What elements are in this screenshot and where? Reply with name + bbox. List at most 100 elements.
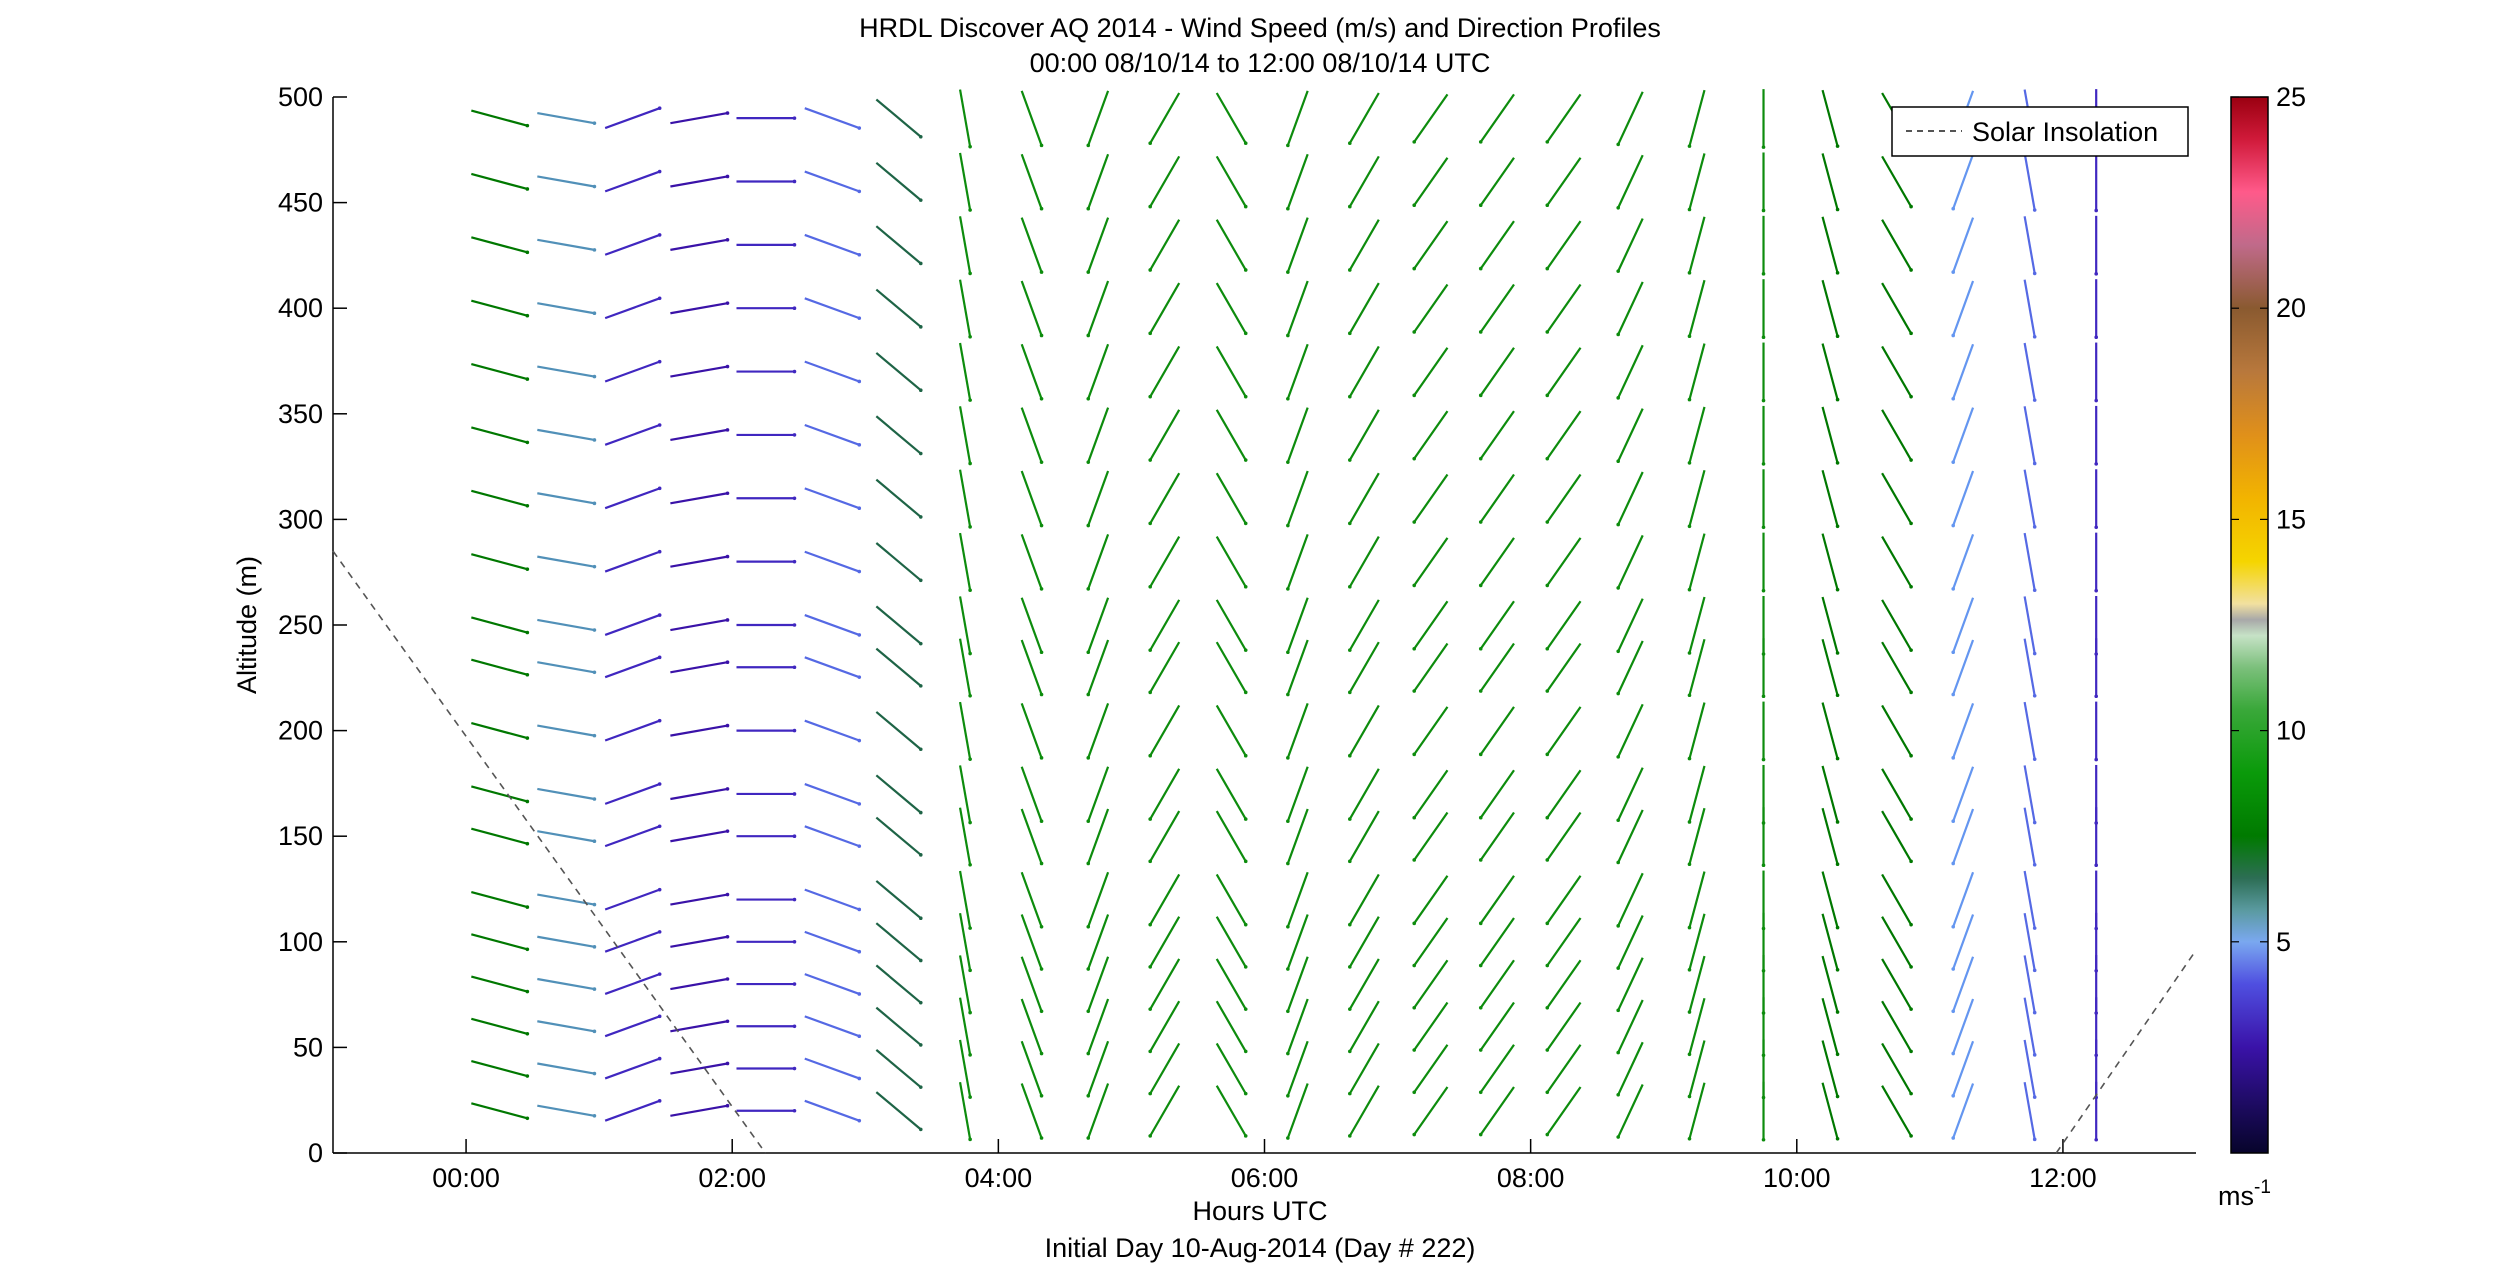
wind-vector: [1413, 642, 1449, 692]
wind-vector-head: [1478, 921, 1483, 926]
wind-vector: [1149, 641, 1181, 693]
wind-vector-head: [1687, 1052, 1692, 1057]
wind-vector-head: [1478, 963, 1483, 968]
wind-vector-head: [1286, 967, 1290, 971]
wind-vector: [1215, 92, 1247, 144]
wind-vector-head: [918, 958, 923, 963]
wind-vector: [1215, 535, 1247, 588]
wind-vector-head: [592, 797, 597, 801]
wind-vector-head: [1412, 689, 1417, 693]
wind-vector: [1821, 533, 1839, 590]
wind-vector: [1348, 409, 1380, 461]
colorbar-unit-label: ms-1: [2218, 1177, 2271, 1211]
wind-vector-head: [1412, 520, 1417, 524]
wind-vector-head: [1348, 753, 1352, 758]
wind-vector: [471, 489, 528, 507]
wind-vector: [2023, 532, 2036, 591]
wind-vector-head: [1148, 204, 1152, 209]
wind-vector: [2023, 469, 2036, 528]
wind-vector-head: [1616, 691, 1620, 696]
wind-vector-head: [1687, 968, 1692, 972]
wind-vector: [1348, 958, 1380, 1010]
wind-vector-head: [1835, 1136, 1840, 1141]
y-tick-label: 200: [278, 716, 323, 746]
wind-vector-head: [725, 238, 730, 242]
wind-vector-head: [857, 633, 862, 637]
wind-vector: [1348, 282, 1380, 334]
wind-vector: [1952, 407, 1975, 463]
wind-vector: [875, 922, 922, 962]
wind-vector-head: [1909, 922, 1913, 927]
wind-vector-head: [1616, 586, 1620, 590]
wind-vector-head: [657, 930, 662, 934]
wind-vector-head: [1545, 583, 1550, 588]
wind-vector: [471, 785, 528, 803]
wind-vector-head: [525, 1116, 530, 1121]
wind-vector: [1881, 958, 1913, 1010]
wind-vector: [1952, 597, 1975, 653]
wind-vector-head: [792, 897, 797, 902]
wind-vector: [1087, 956, 1110, 1012]
wind-vector-head: [857, 126, 862, 130]
wind-vector-head: [2094, 863, 2098, 867]
wind-vector: [804, 360, 860, 383]
wind-vector: [1617, 809, 1644, 863]
wind-vector-head: [918, 1000, 923, 1005]
wind-vector: [875, 816, 922, 856]
wind-vector-head: [1478, 456, 1483, 461]
wind-vector: [2023, 955, 2036, 1013]
wind-vector-head: [2032, 525, 2037, 529]
wind-vector-head: [1086, 587, 1091, 591]
solar-insolation-line: [2055, 949, 2197, 1154]
wind-vector: [1286, 153, 1309, 210]
wind-vector: [804, 423, 860, 446]
wind-vector-head: [1951, 206, 1956, 211]
wind-vector: [537, 492, 595, 505]
wind-vector: [1881, 155, 1913, 208]
wind-vector: [2023, 807, 2036, 865]
wind-vector: [670, 830, 728, 843]
wind-vector: [1688, 702, 1706, 759]
wind-vector-head: [1286, 756, 1290, 760]
wind-vector-head: [525, 377, 530, 381]
wind-vector: [1215, 810, 1247, 862]
wind-vector: [1881, 916, 1913, 968]
y-tick-label: 250: [278, 610, 323, 640]
wind-vector-head: [918, 578, 923, 583]
wind-vector: [1149, 155, 1181, 208]
wind-vector-head: [1086, 460, 1091, 464]
wind-vector-head: [1835, 587, 1840, 592]
wind-vector: [1952, 914, 1975, 970]
wind-vector-head: [525, 736, 530, 740]
wind-vector: [804, 614, 860, 636]
wind-vector-head: [1286, 1009, 1290, 1014]
wind-vector-head: [968, 525, 972, 529]
wind-vector-head: [918, 916, 923, 921]
colorbar: 5 10 15 20 25 ms-1: [2218, 82, 2306, 1211]
wind-vector: [1479, 917, 1515, 967]
wind-vector-head: [1687, 461, 1692, 465]
wind-vector-head: [1039, 333, 1044, 338]
wind-vector-head: [968, 1053, 972, 1057]
wind-vector-head: [1039, 587, 1044, 591]
wind-vector-head: [857, 907, 862, 912]
wind-vector-head: [525, 440, 530, 445]
wind-vector-head: [1835, 862, 1840, 867]
wind-vector-head: [1478, 646, 1483, 651]
wind-vector: [1087, 90, 1110, 146]
wind-vector: [1286, 407, 1309, 463]
wind-vector: [958, 469, 972, 528]
wind-vector-head: [1616, 269, 1620, 273]
wind-vector: [1952, 956, 1975, 1012]
wind-vector-head: [1412, 752, 1417, 757]
wind-vector-head: [1909, 521, 1913, 526]
wind-vector-head: [592, 121, 597, 125]
wind-vector-head: [1086, 756, 1091, 760]
wind-vector: [1149, 1000, 1181, 1052]
wind-vector-head: [1348, 204, 1352, 209]
wind-vector: [2023, 342, 2036, 401]
wind-vector-head: [1761, 821, 1766, 825]
wind-vector: [1479, 706, 1515, 755]
wind-vector-head: [792, 433, 797, 437]
wind-vector: [1149, 219, 1181, 271]
